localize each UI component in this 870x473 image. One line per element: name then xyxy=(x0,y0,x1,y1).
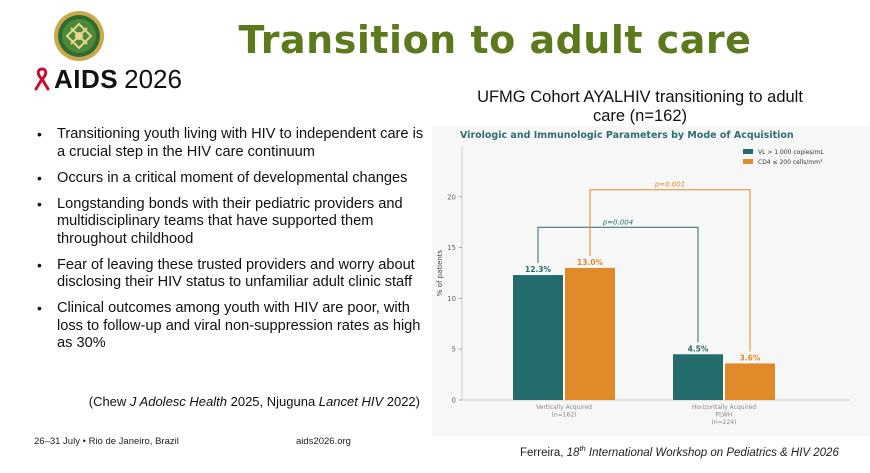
x-tick-label: (n=162) xyxy=(552,412,577,419)
bullet-dot: • xyxy=(37,195,42,212)
bullet-dot: • xyxy=(37,256,42,273)
bullet-item: • Clinical outcomes among youth with HIV … xyxy=(35,300,430,353)
bullet-item: • Fear of leaving these trusted providers… xyxy=(35,257,430,292)
x-tick-label: Vertically Acquired xyxy=(536,404,592,411)
bar xyxy=(513,275,563,400)
legend-label: VL > 1.000 copies/mL xyxy=(758,149,825,156)
red-ribbon-icon xyxy=(34,67,50,91)
significance-bracket xyxy=(537,226,699,343)
aids2026-seal-icon xyxy=(54,11,104,61)
bullet-item: • Occurs in a critical moment of developm… xyxy=(35,170,430,188)
bar xyxy=(673,354,723,400)
bullet-text: Transitioning youth living with HIV to i… xyxy=(57,126,424,160)
slide-title: Transition to adult care xyxy=(238,18,752,62)
bullet-text: Clinical outcomes among youth with HIV a… xyxy=(57,300,421,351)
footer-reference: Ferreira, 18th International Workshop on… xyxy=(520,444,839,459)
bar xyxy=(565,267,615,400)
data-label: 13.0% xyxy=(577,258,604,267)
cohort-title: UFMG Cohort AYALHIV transitioning to adu… xyxy=(477,88,803,125)
y-axis-label: % of patients xyxy=(436,249,444,296)
y-tick-label: 0 xyxy=(452,397,456,405)
aids2026-logo: AIDS 2026 xyxy=(34,64,182,94)
citation: (Chew J Adolesc Health 2025, Njuguna Lan… xyxy=(88,394,420,409)
data-label: 12.3% xyxy=(525,265,552,274)
bullet-dot: • xyxy=(37,300,42,316)
bullet-list: • Transitioning youth living with HIV to … xyxy=(35,126,430,361)
x-tick-label: (n=224) xyxy=(712,419,737,426)
data-label: 4.5% xyxy=(688,344,709,353)
legend-swatch xyxy=(743,149,753,154)
chart-title: Virologic and Immunologic Parameters by … xyxy=(460,130,794,141)
p-value-label: p=0.004 xyxy=(602,218,633,226)
bullet-dot: • xyxy=(37,169,42,186)
logo-text-aids: AIDS xyxy=(54,63,119,94)
bullet-dot: • xyxy=(37,126,42,142)
significance-bracket xyxy=(589,189,751,352)
bullet-text: Occurs in a critical moment of developme… xyxy=(57,169,408,186)
legend-label: CD4 ≤ 200 cells/mm³ xyxy=(758,159,823,166)
y-tick-label: 15 xyxy=(447,244,456,252)
bullet-item: • Transitioning youth living with HIV to … xyxy=(35,126,430,161)
footer-dates-location: 26–31 July • Rio de Janeiro, Brazil xyxy=(34,436,179,447)
x-tick-label: PLWH xyxy=(716,412,733,419)
bullet-text: Longstanding bonds with their pediatric … xyxy=(57,195,403,247)
p-value-label: p=0.001 xyxy=(654,181,685,189)
legend-swatch xyxy=(743,159,753,164)
y-tick-label: 10 xyxy=(447,295,456,303)
bar-chart: Virologic and Immunologic Parameters by … xyxy=(436,130,850,426)
bullet-text: Fear of leaving these trusted providers … xyxy=(57,256,415,291)
x-tick-label: Horizontally Acquired xyxy=(692,404,756,411)
y-tick-label: 5 xyxy=(452,346,456,354)
data-label: 3.6% xyxy=(740,353,761,362)
bar xyxy=(725,363,775,400)
y-tick-label: 20 xyxy=(447,193,456,201)
footer-website: aids2026.org xyxy=(296,436,351,447)
bullet-item: • Longstanding bonds with their pediatric… xyxy=(35,196,430,249)
logo-text-year: 2026 xyxy=(124,63,182,94)
chart-panel: Virologic and Immunologic Parameters by … xyxy=(432,126,870,436)
